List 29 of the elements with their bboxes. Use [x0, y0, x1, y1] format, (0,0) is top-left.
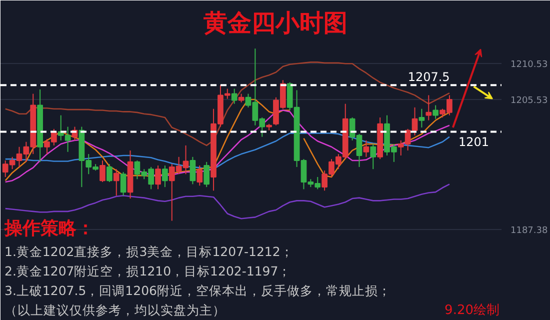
candlestick — [106, 164, 112, 183]
candlestick — [231, 88, 238, 104]
annotation: 9.20绘制 — [444, 303, 500, 318]
candlestick — [113, 168, 120, 196]
candlestick — [204, 161, 210, 188]
candlestick — [426, 94, 432, 121]
candlestick — [418, 108, 425, 128]
ref-line-label: 1207.5 — [408, 70, 450, 84]
candlestick — [196, 165, 203, 186]
candlestick — [363, 140, 370, 158]
candlestick — [100, 160, 106, 183]
y-tick-label: 1205.53 — [510, 96, 548, 106]
annotation: 1.黄金1202直接多，损3美金，目标1207-1212； — [4, 244, 294, 259]
annotation: 操作策略： — [4, 218, 94, 239]
annotation: （以上建议仅供参考，均以实盘为主） — [4, 302, 226, 318]
ref-line-label: 1201 — [458, 134, 490, 149]
line-series — [4, 62, 450, 146]
chart-title: 黄金四小时图 — [202, 8, 348, 37]
line-series — [4, 184, 450, 220]
candlestick — [162, 165, 168, 188]
y-tick-label: 1187.38 — [510, 226, 548, 236]
candlestick — [190, 156, 196, 185]
candlestick — [120, 171, 126, 196]
candlestick — [432, 104, 439, 120]
annotation: 2.黄金1207附近空，损1210，目标1202-1197； — [4, 264, 292, 278]
candlestick — [155, 165, 161, 190]
y-tick-label: 1210.53 — [510, 60, 548, 70]
candlestick — [370, 144, 376, 170]
annotation: 3.上破1207.5，回调1206附近，空保本出，反手做多，常规止损； — [4, 283, 391, 298]
